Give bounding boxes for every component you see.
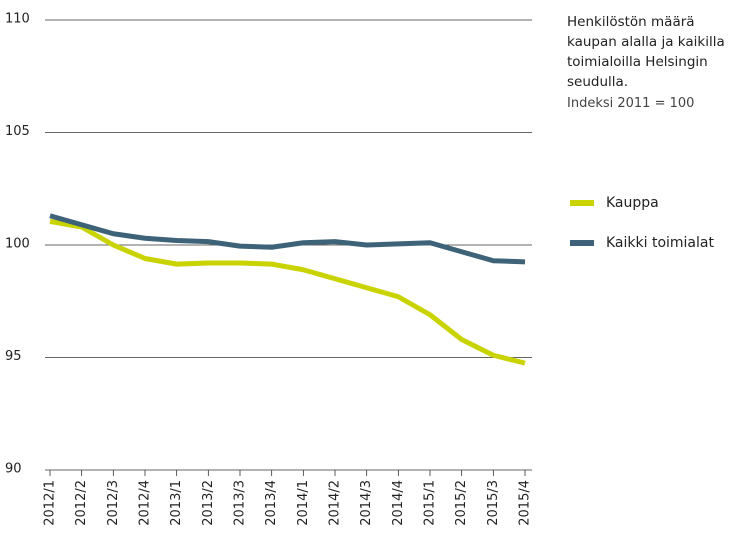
x-tick-label: 2015/1 [423, 480, 438, 526]
x-tick-label: 2014/1 [296, 480, 311, 526]
x-tick-label: 2015/3 [486, 480, 501, 526]
y-tick-label: 105 [5, 124, 30, 139]
y-tick-label: 100 [5, 237, 30, 252]
legend-label: Kauppa [606, 195, 659, 211]
x-tick-label: 2012/3 [106, 480, 121, 526]
x-tick-label: 2012/2 [74, 480, 89, 526]
x-tick-label: 2015/4 [518, 480, 533, 526]
x-tick-label: 2015/2 [454, 480, 469, 526]
x-tick-label: 2013/2 [201, 480, 216, 526]
x-tick-label: 2014/3 [359, 480, 374, 526]
x-tick-label: 2013/4 [264, 480, 279, 526]
x-tick-label: 2013/1 [169, 480, 184, 526]
x-tick-label: 2014/2 [328, 480, 343, 526]
y-tick-label: 110 [5, 12, 30, 27]
y-tick-label: 90 [5, 462, 22, 477]
chart-subtitle: Indeksi 2011 = 100 [567, 96, 695, 111]
legend-swatch [570, 200, 594, 206]
x-tick-label: 2013/3 [233, 480, 248, 526]
legend-swatch [570, 240, 594, 246]
x-tick-label: 2012/4 [138, 480, 153, 526]
legend-label: Kaikki toimialat [606, 235, 714, 251]
x-tick-label: 2012/1 [43, 480, 58, 526]
x-tick-label: 2014/4 [391, 480, 406, 526]
series-line [49, 213, 526, 265]
chart-title: Henkilöstön määrä kaupan alalla ja kaiki… [567, 14, 725, 90]
side-panel: Henkilöstön määrä kaupan alalla ja kaiki… [567, 12, 747, 111]
y-tick-label: 95 [5, 349, 22, 364]
series-line [49, 218, 526, 366]
